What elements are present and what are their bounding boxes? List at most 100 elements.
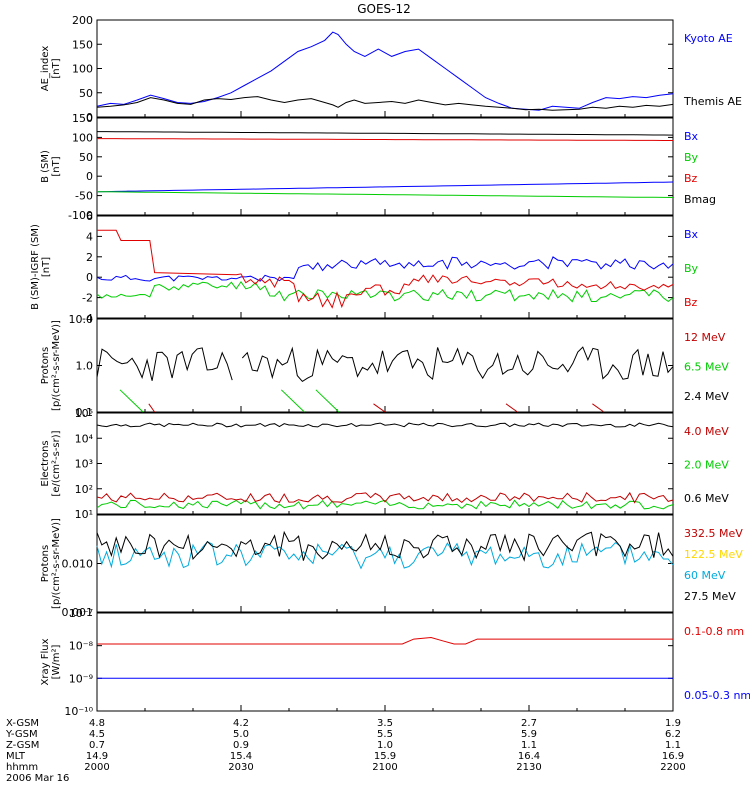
y-axis-label: Electrons[e/(cm²-s-sr)] — [40, 430, 62, 496]
y-axis-label: B (SM)[nT] — [40, 150, 62, 183]
ephemeris-value: 6.2 — [665, 729, 681, 740]
y-tick-label: 6 — [86, 210, 93, 223]
ephemeris-value: 5.5 — [377, 729, 393, 740]
ephemeris-row-label: hhmm — [6, 762, 38, 773]
y-tick-label: 10³ — [75, 458, 93, 471]
legend-entry: Bx — [684, 228, 699, 241]
ephemeris-value: 15.9 — [374, 751, 396, 762]
y-tick-label: 150 — [72, 38, 93, 51]
y-axis-label: Protons[p/(cm²-s-sr-MeV)] — [40, 320, 62, 411]
y-tick-label: 10.0 — [69, 313, 94, 326]
series-0-1-0-8nm — [97, 636, 673, 645]
series-27-5mev — [96, 530, 674, 562]
legend-entry: 6.5 MeV — [684, 361, 729, 374]
y-tick-label: 0.001 — [62, 606, 94, 619]
series-bz — [97, 138, 673, 141]
series-2-0mev — [96, 499, 674, 510]
series-0-6mev — [96, 422, 674, 428]
ephemeris-value: 1.0 — [377, 740, 393, 751]
ephemeris-value: 5.9 — [521, 729, 537, 740]
y-tick-label: 0 — [86, 111, 93, 124]
y-tick-label: 100 — [72, 63, 93, 76]
series-bx — [96, 181, 674, 193]
y-tick-label: 10⁴ — [75, 432, 94, 445]
legend-entry: Kyoto AE — [684, 32, 733, 45]
series-4-0mev — [96, 491, 674, 504]
panel-frame — [96, 215, 674, 319]
series-6-5mev — [315, 389, 340, 413]
ephemeris-value: 0.9 — [233, 740, 249, 751]
legend-entry: 4.0 MeV — [684, 425, 729, 438]
y-tick-label: 0 — [86, 271, 93, 284]
legend-entry: Bx — [684, 130, 699, 143]
series-2-4mev — [96, 347, 233, 381]
y-tick-label: 100 — [72, 131, 93, 144]
ephemeris-value: 0.7 — [89, 740, 105, 751]
series-by — [96, 281, 674, 303]
y-tick-label: 10⁻⁸ — [69, 640, 94, 653]
series-12mev — [148, 403, 156, 413]
ephemeris-value: 2.7 — [521, 718, 537, 729]
ephemeris-value: 2200 — [660, 762, 685, 773]
panel-5: 10¹ 10² 10³ 10⁴ 10⁵ Electrons[e/(cm²-s-sr)] 4.… — [40, 407, 729, 521]
series-12mev — [592, 403, 605, 413]
y-axis-label: Protons[p/(cm²-s-sr-MeV)] — [40, 518, 62, 609]
y-tick-label: -50 — [75, 190, 93, 203]
ephemeris-value: 2130 — [516, 762, 541, 773]
ephemeris-value: 2030 — [228, 762, 253, 773]
series-2-4mev — [241, 346, 674, 383]
legend-entry: 122.5 MeV — [684, 548, 743, 561]
y-tick-label: 4 — [86, 230, 93, 243]
legend-entry: Bz — [684, 296, 698, 309]
legend-entry: 60 MeV — [684, 569, 726, 582]
ephemeris-value: 14.9 — [86, 751, 108, 762]
panel-frame — [96, 612, 674, 712]
y-tick-label: 1.0 — [76, 360, 94, 373]
legend-entry: Themis AE — [683, 95, 742, 108]
y-tick-label: 10¹ — [75, 508, 93, 521]
ephemeris-row-label: Z-GSM — [6, 740, 39, 751]
y-tick-label: 50 — [79, 87, 93, 100]
series-6-5mev — [280, 389, 305, 413]
legend-entry: 2.0 MeV — [684, 459, 729, 472]
y-tick-label: 150 — [72, 112, 93, 125]
y-tick-label: 10⁵ — [75, 407, 93, 420]
legend-entry: Bmag — [684, 193, 716, 206]
panel-frame — [96, 318, 674, 413]
y-tick-label: 200 — [72, 14, 93, 27]
ephemeris-value: 2000 — [84, 762, 109, 773]
series-bmag — [97, 131, 674, 136]
panel-2: -100 -50 0 50 100 150 B (SM)[nT] Bx By Bz Bmag — [40, 112, 716, 222]
y-tick-label: -4 — [82, 312, 93, 325]
ephemeris-value: 15.4 — [230, 751, 252, 762]
series-by — [96, 191, 674, 198]
y-axis-label: AE_index[nT] — [40, 46, 62, 92]
legend-entry: 12 MeV — [684, 331, 726, 344]
y-tick-label: -2 — [82, 292, 93, 305]
figure-title: GOES-12 — [357, 2, 411, 16]
panels-layer: 0 50 100 150 200 AE_index[nT] Kyoto AE Themis A… — [30, 14, 750, 718]
series-6-5mev — [119, 389, 144, 413]
ephemeris-value: 1.9 — [665, 718, 681, 729]
y-tick-label: 10² — [75, 483, 93, 496]
legend-entry: 0.05-0.3 nm — [684, 689, 750, 702]
legend-entry: By — [684, 151, 699, 164]
series-60mev — [96, 541, 674, 570]
ephemeris-row-label: X-GSM — [6, 718, 39, 729]
series-bx — [96, 256, 674, 282]
ephemeris-row-label: MLT — [6, 751, 26, 762]
legend-entry: 27.5 MeV — [684, 590, 736, 603]
panel-frame — [96, 514, 674, 613]
date-label: 2006 Mar 16 — [6, 773, 69, 784]
ephemeris-row-label: Y-GSM — [5, 729, 38, 740]
ephemeris-value: 4.2 — [233, 718, 249, 729]
series-12mev — [373, 403, 386, 413]
legend-entry: Bz — [684, 172, 698, 185]
y-tick-label: 2 — [86, 251, 93, 264]
y-axis-label: Xray Flux[W/m²] — [40, 638, 62, 685]
y-axis-label: B (SM)-IGRF (SM)[nT] — [30, 224, 52, 310]
ephemeris-value: 2100 — [372, 762, 397, 773]
ephemeris-value: 5.0 — [233, 729, 249, 740]
